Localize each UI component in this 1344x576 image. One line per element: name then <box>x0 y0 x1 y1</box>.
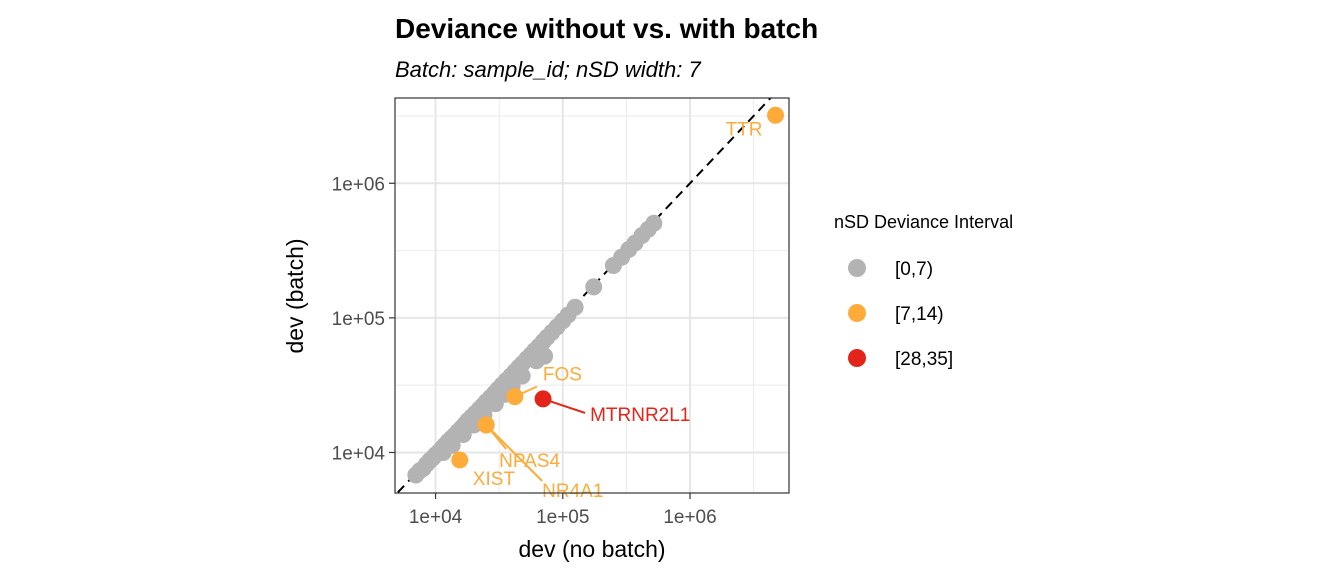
x-axis-ticks: 1e+04 1e+05 1e+06 <box>409 493 717 528</box>
point-label-fos: FOS <box>543 365 582 386</box>
chart-title: Deviance without vs. with batch <box>395 13 818 44</box>
chart-subtitle: Batch: sample_id; nSD width: 7 <box>395 57 701 82</box>
data-point <box>645 214 663 232</box>
data-point <box>443 436 461 454</box>
point-label-ttr: TTR <box>726 119 763 140</box>
legend-key <box>848 304 866 322</box>
legend-entries: [0,7) [7,14) [28,35] <box>848 259 953 370</box>
data-points <box>407 106 785 484</box>
legend-key <box>848 259 866 277</box>
data-point <box>566 298 584 316</box>
leader-line-fos <box>514 385 538 398</box>
point-label-npas4: NPAS4 <box>499 451 560 472</box>
x-tick-label: 1e+06 <box>663 507 716 528</box>
legend-label: [7,14) <box>895 304 944 325</box>
data-point <box>536 347 554 365</box>
leader-line-nr4a1 <box>485 424 543 482</box>
legend-label: [28,35] <box>895 349 953 370</box>
y-tick-label: 1e+05 <box>332 309 385 330</box>
x-tick-label: 1e+05 <box>536 507 589 528</box>
plot-panel: TTR FOS NPAS4 NR4A1 XIST MTRNR2L1 <box>394 97 790 502</box>
x-axis-title: dev (no batch) <box>518 536 665 562</box>
legend-label: [0,7) <box>895 259 933 280</box>
leader-line-mtrnr2l1 <box>542 397 586 414</box>
identity-reference-line <box>395 98 772 493</box>
point-label-mtrnr2l1: MTRNR2L1 <box>590 405 690 426</box>
legend: nSD Deviance Interval [0,7) [7,14) [28,35] <box>834 212 1013 370</box>
panel-border <box>394 97 790 494</box>
y-axis-title: dev (batch) <box>282 238 308 353</box>
point-label-nr4a1: NR4A1 <box>542 481 603 502</box>
y-tick-label: 1e+04 <box>332 443 386 464</box>
y-axis-ticks: 1e+04 1e+05 1e+06 <box>332 174 395 464</box>
data-point <box>585 278 603 296</box>
legend-key <box>848 349 866 367</box>
point-label-xist: XIST <box>473 469 516 490</box>
legend-title: nSD Deviance Interval <box>834 212 1013 232</box>
grid-major <box>395 98 789 493</box>
data-point <box>513 367 531 385</box>
y-tick-label: 1e+06 <box>332 174 385 195</box>
x-tick-label: 1e+04 <box>409 507 463 528</box>
data-point-xist <box>451 451 469 469</box>
data-point-ttr <box>767 106 785 124</box>
point-labels: TTR FOS NPAS4 NR4A1 XIST MTRNR2L1 <box>473 119 763 502</box>
grid-minor <box>395 98 789 493</box>
label-leader-lines <box>485 385 586 482</box>
